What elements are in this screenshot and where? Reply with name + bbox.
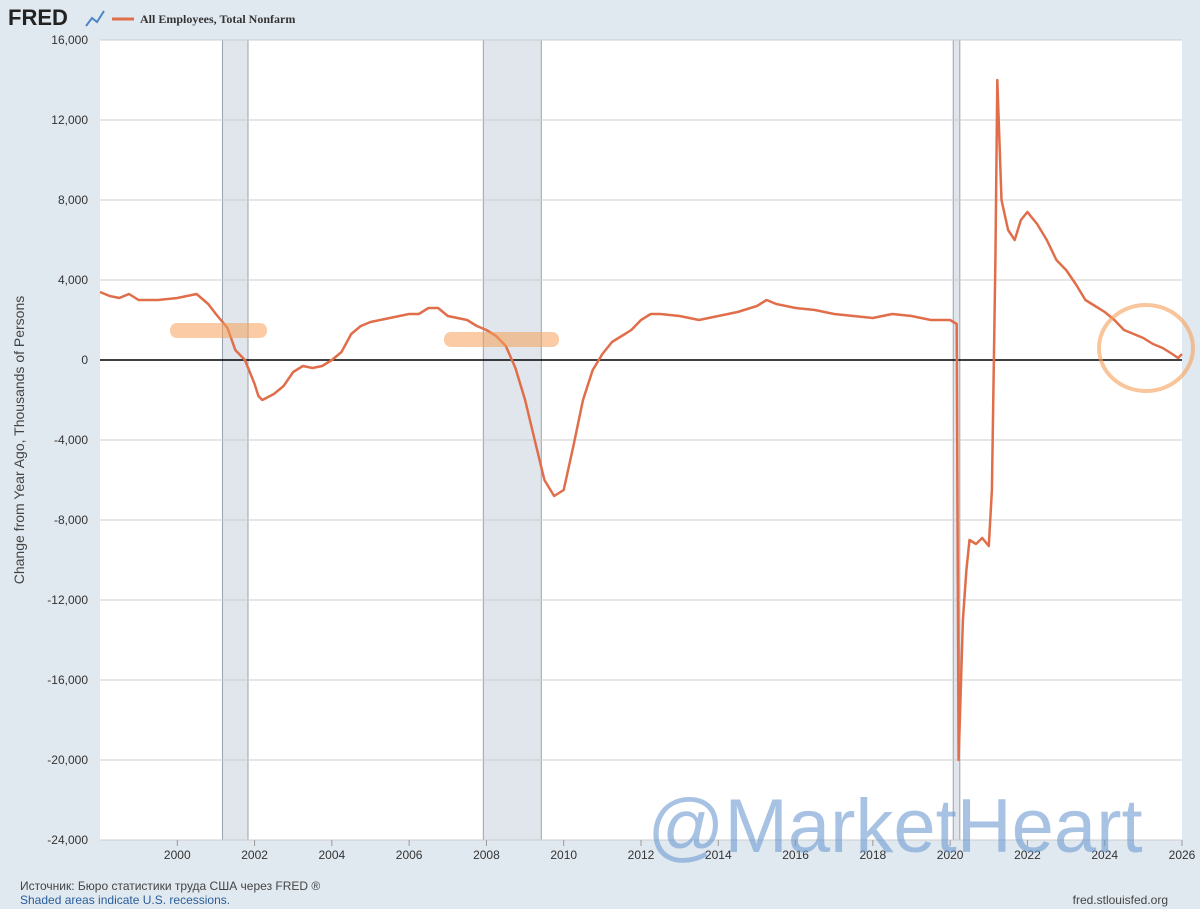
x-tick-label: 2008 [473, 848, 500, 862]
x-tick-label: 2018 [860, 848, 887, 862]
y-tick-label: -16,000 [47, 673, 88, 687]
y-tick-label: -4,000 [54, 433, 88, 447]
source-note: Источник: Бюро статистики труда США чере… [20, 879, 320, 893]
x-tick-label: 2026 [1169, 848, 1196, 862]
watermark: @MarketHeart [647, 784, 1142, 869]
y-tick-label: 16,000 [51, 33, 88, 47]
brand-icon [85, 10, 105, 27]
y-tick-label: 12,000 [51, 113, 88, 127]
y-tick-label: -8,000 [54, 513, 88, 527]
series-line [99, 78, 1183, 762]
x-tick-label: 2012 [628, 848, 655, 862]
y-tick-label: -24,000 [47, 833, 88, 847]
brand: FRED [8, 5, 68, 30]
x-tick-label: 2016 [782, 848, 809, 862]
recession-note: Shaded areas indicate U.S. recessions. [20, 893, 230, 907]
y-tick-label: 8,000 [58, 193, 88, 207]
x-tick-label: 2000 [164, 848, 191, 862]
y-tick-label: 4,000 [58, 273, 88, 287]
x-tick-label: 2014 [705, 848, 732, 862]
legend-label: All Employees, Total Nonfarm [140, 12, 295, 26]
y-tick-label: -20,000 [47, 753, 88, 767]
x-tick-label: 2004 [319, 848, 346, 862]
x-tick-label: 2002 [241, 848, 268, 862]
x-tick-label: 2024 [1091, 848, 1118, 862]
y-tick-label: -12,000 [47, 593, 88, 607]
y-tick-label: 0 [81, 353, 88, 367]
x-tick-label: 2020 [937, 848, 964, 862]
x-tick-label: 2010 [550, 848, 577, 862]
highlight [170, 323, 267, 338]
plot-layer: -24,000 -20,000 -16,000 -12,000 -8,000 -4,000… [47, 33, 1195, 862]
highlight-circle [1097, 303, 1195, 393]
x-tick-label: 2022 [1014, 848, 1041, 862]
highlight [444, 332, 559, 347]
site-link: fred.stlouisfed.org [1073, 893, 1168, 907]
x-tick-label: 2006 [396, 848, 423, 862]
y-axis-label: Change from Year Ago, Thousands of Perso… [11, 296, 27, 585]
